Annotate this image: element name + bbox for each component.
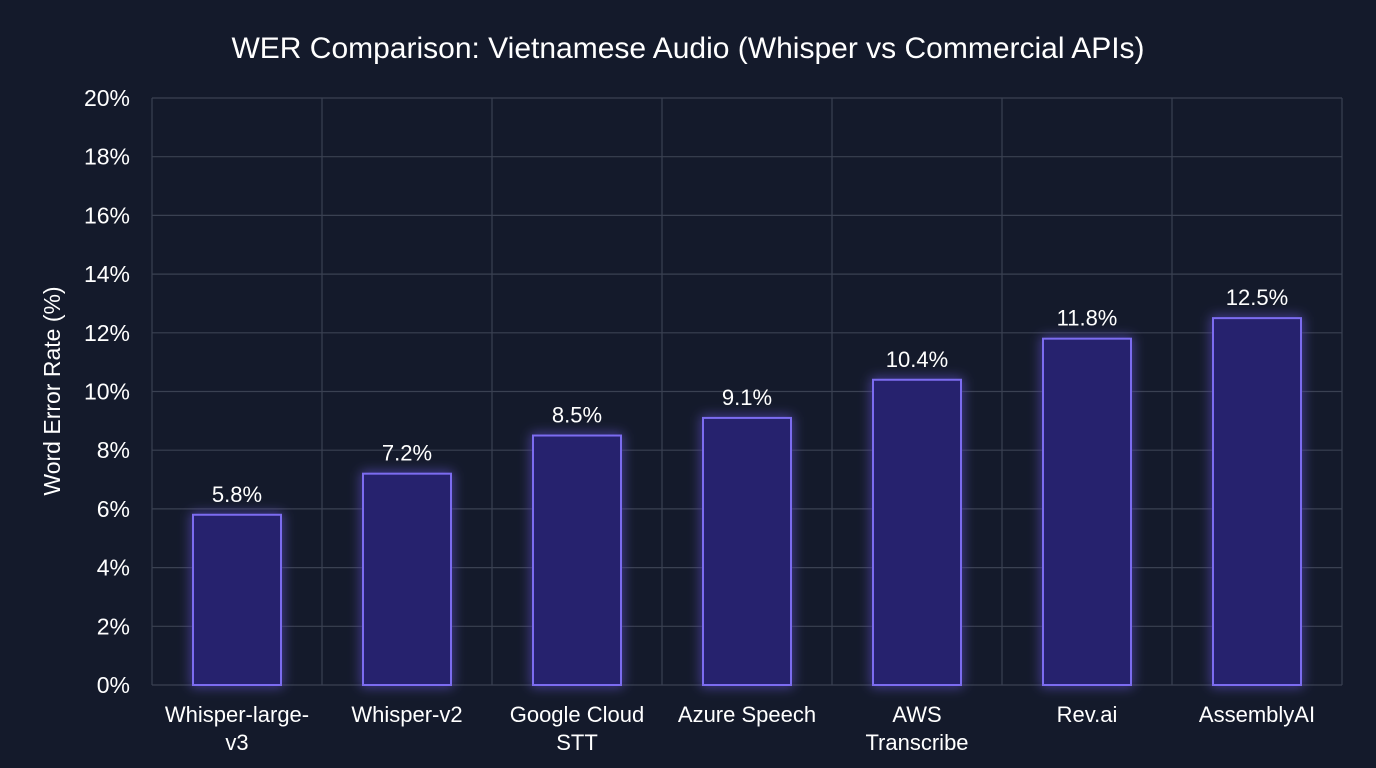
y-tick-label: 16% <box>84 202 130 228</box>
bar <box>532 434 622 686</box>
y-tick-label: 4% <box>97 555 130 581</box>
x-tick-label: Google Cloud <box>510 702 645 727</box>
bar <box>1042 337 1132 686</box>
bar-value-label: 7.2% <box>382 441 432 466</box>
x-tick-label: Transcribe <box>865 730 968 755</box>
bar <box>702 416 792 686</box>
x-tick-label: v3 <box>225 730 248 755</box>
y-tick-label: 0% <box>97 672 130 698</box>
y-tick-label: 10% <box>84 379 130 405</box>
x-tick-label: Rev.ai <box>1057 702 1118 727</box>
x-tick-label: AssemblyAI <box>1199 702 1315 727</box>
y-tick-label: 2% <box>97 613 130 639</box>
x-axis-ticks: Whisper-large-v3 Whisper-v2 Google Cloud ST… <box>165 702 1315 755</box>
bar-value-label: 12.5% <box>1226 285 1288 310</box>
y-tick-label: 12% <box>84 320 130 346</box>
bar <box>1212 317 1302 686</box>
data-labels: 5.8% 7.2% 8.5% 9.1% 10.4% 11.8% 12.5% <box>212 285 1288 507</box>
chart-title: WER Comparison: Vietnamese Audio (Whispe… <box>231 32 1144 65</box>
bar-value-label: 9.1% <box>722 385 772 410</box>
bar-value-label: 5.8% <box>212 482 262 507</box>
y-tick-label: 14% <box>84 261 130 287</box>
bar <box>362 472 452 686</box>
y-tick-label: 8% <box>97 437 130 463</box>
x-tick-label: AWS <box>892 702 941 727</box>
y-axis-title: Word Error Rate (%) <box>39 286 65 495</box>
bars <box>192 317 1302 687</box>
x-tick-label: Whisper-v2 <box>351 702 462 727</box>
bar-value-label: 10.4% <box>886 347 948 372</box>
x-tick-label: Whisper-large- <box>165 702 309 727</box>
x-tick-label: STT <box>556 730 598 755</box>
y-tick-label: 20% <box>84 85 130 111</box>
y-tick-label: 18% <box>84 144 130 170</box>
bar <box>192 513 282 687</box>
bar-value-label: 8.5% <box>552 403 602 428</box>
bar-value-label: 11.8% <box>1057 306 1118 331</box>
y-tick-label: 6% <box>97 496 130 522</box>
bar <box>872 378 962 686</box>
y-axis-ticks: 0% 2% 4% 6% 8% 10% 12% 14% 16% 18% 20% <box>84 85 130 698</box>
x-tick-label: Azure Speech <box>678 702 816 727</box>
